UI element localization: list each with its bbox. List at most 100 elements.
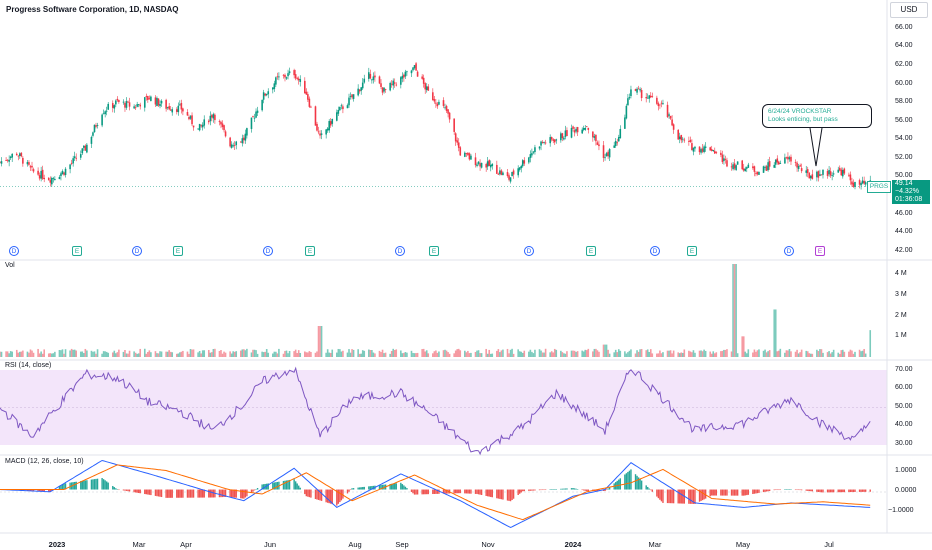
candle-body	[421, 76, 423, 79]
macd-histogram-bar	[829, 489, 832, 493]
volume-bar	[124, 350, 126, 357]
candle-body	[188, 117, 190, 120]
idea-annotation[interactable]: 6/24/24 VROCKSTAR Looks enticing, but pa…	[762, 104, 872, 128]
dividend-marker[interactable]: D	[9, 246, 19, 256]
volume-bar	[93, 351, 96, 357]
volume-bar	[596, 350, 599, 357]
candle-body	[576, 127, 579, 133]
macd-histogram-bar	[480, 489, 483, 495]
candle-body	[829, 171, 832, 176]
volume-bar	[339, 349, 341, 357]
earnings-marker[interactable]: E	[586, 246, 596, 256]
macd-histogram-bar	[497, 489, 500, 499]
macd-histogram-bar	[294, 481, 297, 490]
volume-bar	[147, 351, 149, 357]
candle-body	[532, 151, 535, 153]
volume-bar	[773, 309, 776, 357]
volume-bar	[285, 350, 288, 357]
volume-bar	[732, 264, 734, 357]
earnings-marker[interactable]: E	[429, 246, 439, 256]
macd-histogram-bar	[700, 489, 702, 501]
macd-histogram-bar	[43, 489, 45, 492]
earnings-marker[interactable]: E	[72, 246, 82, 256]
volume-bar	[863, 348, 865, 357]
candle-body	[517, 168, 519, 176]
volume-bar	[595, 348, 597, 357]
volume-bar	[585, 350, 588, 357]
candle-body	[346, 105, 349, 109]
currency-button[interactable]: USD	[890, 2, 928, 18]
earnings-marker[interactable]: E	[687, 246, 697, 256]
candle-body	[584, 127, 587, 130]
macd-histogram-bar	[41, 489, 44, 492]
volume-bar	[75, 350, 78, 357]
candle-body	[710, 149, 713, 151]
earnings-marker[interactable]: E	[173, 246, 183, 256]
upcoming-earnings-marker[interactable]: E	[815, 246, 825, 256]
volume-bar	[165, 351, 167, 357]
volume-bar	[436, 352, 439, 357]
candle-body	[742, 168, 745, 171]
earnings-marker[interactable]: E	[305, 246, 315, 256]
macd-histogram-bar	[668, 489, 670, 504]
candle-body	[285, 77, 288, 79]
volume-bar	[169, 351, 172, 357]
volume-bar	[427, 353, 430, 357]
volume-bar	[576, 351, 579, 357]
volume-bar	[133, 351, 135, 357]
dividend-marker[interactable]: D	[263, 246, 273, 256]
macd-histogram-bar	[400, 482, 402, 490]
macd-histogram-bar	[230, 489, 233, 498]
volume-bar	[511, 348, 513, 357]
macd-histogram-bar	[83, 480, 85, 490]
macd-histogram-bar	[26, 489, 29, 491]
candle-body	[52, 178, 55, 180]
candle-body	[457, 142, 460, 148]
volume-bar	[58, 349, 61, 357]
volume-bar	[20, 351, 23, 357]
candle-body	[331, 119, 334, 124]
macd-histogram-bar	[284, 480, 286, 490]
candle-body	[828, 170, 830, 175]
macd-histogram-bar	[102, 479, 105, 490]
macd-histogram-bar	[69, 482, 71, 490]
dividend-marker[interactable]: D	[524, 246, 534, 256]
dividend-marker[interactable]: D	[132, 246, 142, 256]
price-change: −4.32%	[895, 188, 919, 195]
volume-bar	[445, 350, 448, 357]
macd-histogram-bar	[679, 489, 681, 504]
volume-bar	[840, 350, 843, 357]
candle-body	[425, 86, 428, 91]
macd-histogram-bar	[122, 489, 125, 491]
macd-histogram-bar	[150, 489, 152, 496]
volume-bar	[646, 349, 649, 357]
macd-histogram-bar	[32, 489, 35, 492]
dividend-marker[interactable]: D	[650, 246, 660, 256]
volume-bar	[337, 348, 340, 357]
volume-bar	[19, 351, 21, 357]
candle-body	[401, 75, 404, 79]
macd-histogram-bar	[651, 489, 653, 492]
macd-histogram-bar	[538, 489, 541, 491]
candle-body	[456, 140, 459, 143]
candle-body	[369, 73, 372, 79]
dividend-marker[interactable]: D	[395, 246, 405, 256]
volume-bar	[38, 353, 41, 357]
dividend-marker[interactable]: D	[784, 246, 794, 256]
candle-body	[502, 172, 504, 176]
candle-body	[357, 88, 359, 96]
candle-body	[171, 109, 174, 113]
volume-bar	[800, 349, 803, 357]
volume-bar	[520, 351, 523, 357]
volume-bar	[669, 350, 672, 357]
volume-bar	[529, 349, 532, 357]
time-axis-label: 2023	[48, 540, 66, 549]
volume-bar	[287, 353, 289, 357]
candle-body	[436, 103, 439, 107]
volume-bar	[598, 351, 600, 357]
macd-histogram-bar	[474, 489, 477, 494]
candle-body	[211, 115, 213, 118]
volume-bar	[448, 353, 451, 357]
macd-histogram-bar	[186, 489, 189, 498]
